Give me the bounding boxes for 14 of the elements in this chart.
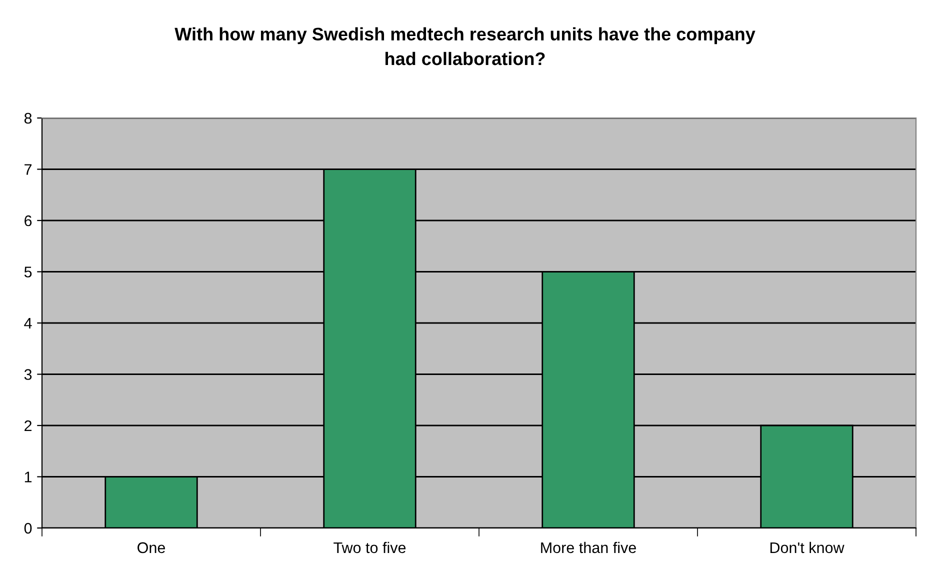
y-tick-label: 8: [24, 112, 32, 124]
y-tick-label: 3: [24, 369, 32, 380]
y-tick-label: 2: [24, 420, 32, 432]
chart-title: With how many Swedish medtech research units have the company had collaboration?: [174, 27, 756, 66]
x-tick-label: Don't know: [770, 542, 844, 554]
y-tick-label: 5: [24, 266, 32, 278]
y-tick-label: 1: [24, 472, 32, 482]
y-tick-label: 7: [24, 164, 32, 175]
y-tick-label: 0: [24, 522, 32, 534]
x-tick-label: More than five: [541, 542, 636, 554]
y-tick-label: 4: [24, 318, 32, 329]
x-tick-label: Two to five: [334, 542, 406, 554]
y-tick-label: 6: [24, 215, 32, 226]
x-tick-label: One: [138, 542, 166, 554]
